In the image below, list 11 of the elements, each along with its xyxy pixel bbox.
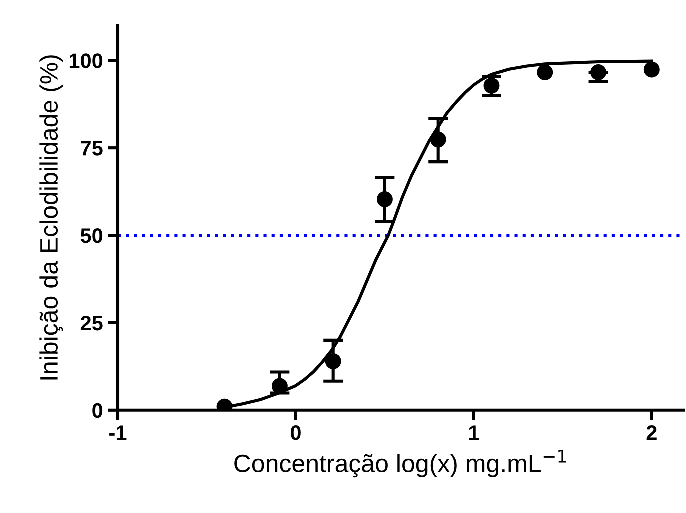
x-axis-title: Concentração log(x) mg.mL$^{−1}$ <box>234 450 566 478</box>
x-tick-label: 1 <box>469 426 480 440</box>
y-axis-title: Inibição da Eclodibilidade (%) <box>40 56 64 380</box>
y-tick-label: 50 <box>80 228 103 244</box>
y-tick-label: 75 <box>81 141 103 156</box>
x-tick-label: 2 <box>646 426 657 440</box>
y-tick-label: 25 <box>80 316 103 331</box>
x-tick-label: 0 <box>290 426 301 440</box>
y-tick-label: 100 <box>70 54 103 68</box>
y-tick-label: 0 <box>92 403 103 418</box>
x-tick-label: -1 <box>110 426 127 440</box>
